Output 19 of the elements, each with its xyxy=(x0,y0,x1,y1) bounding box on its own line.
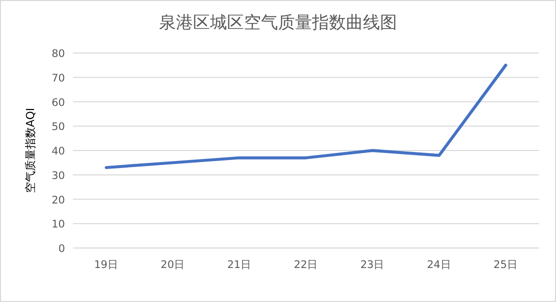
y-tick-label: 60 xyxy=(52,96,65,109)
x-tick-label: 24日 xyxy=(426,259,452,271)
y-tick-label: 70 xyxy=(52,72,65,84)
y-tick-label: 50 xyxy=(52,121,65,134)
line-series xyxy=(104,64,508,170)
y-tick-label: 30 xyxy=(52,170,65,182)
y-tick-label: 80 xyxy=(52,48,65,60)
x-tick-label: 23日 xyxy=(360,259,385,271)
y-tick-label: 20 xyxy=(52,194,65,206)
x-tick-label: 25日 xyxy=(494,259,518,271)
x-tick-label: 20日 xyxy=(160,259,186,271)
y-tick-label: 0 xyxy=(58,243,65,255)
chart-title: 泉港区城区空气质量指数曲线图 xyxy=(159,13,397,33)
x-tick-label: 22日 xyxy=(294,259,318,271)
y-axis-title: 空气质量指数AQI xyxy=(24,108,37,194)
y-tick-label: 10 xyxy=(52,218,65,231)
x-tick-label: 19日 xyxy=(94,259,118,271)
y-tick-label: 40 xyxy=(52,146,65,158)
x-tick-label: 21日 xyxy=(227,259,252,271)
